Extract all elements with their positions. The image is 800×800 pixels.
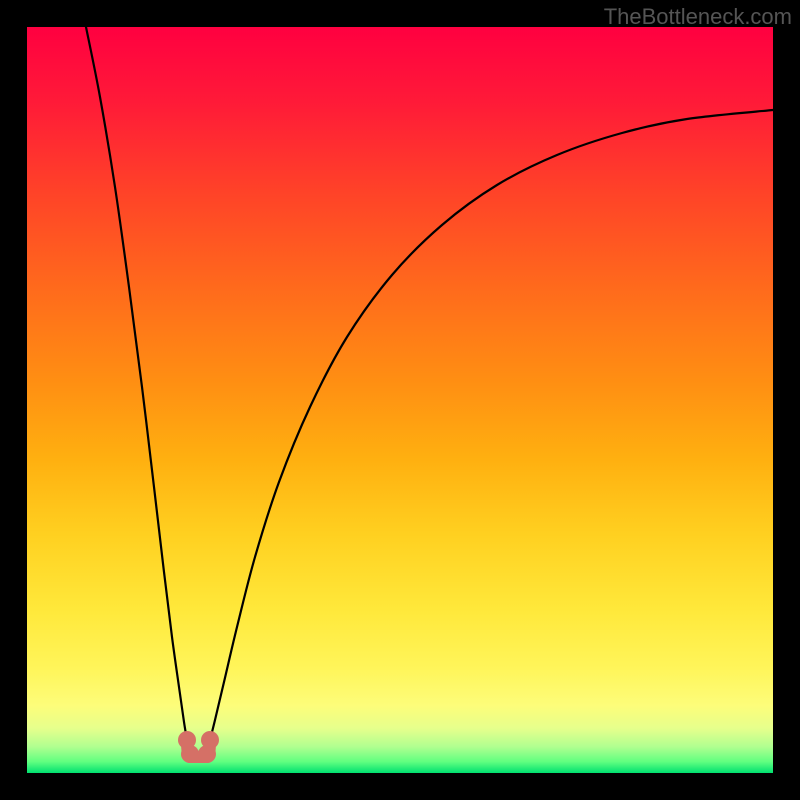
marker-dot	[201, 731, 219, 749]
plot-area	[27, 27, 773, 773]
bottleneck-chart-svg	[0, 0, 800, 800]
chart-container: TheBottleneck.com	[0, 0, 800, 800]
watermark-label: TheBottleneck.com	[604, 4, 792, 30]
marker-dot	[181, 745, 199, 763]
